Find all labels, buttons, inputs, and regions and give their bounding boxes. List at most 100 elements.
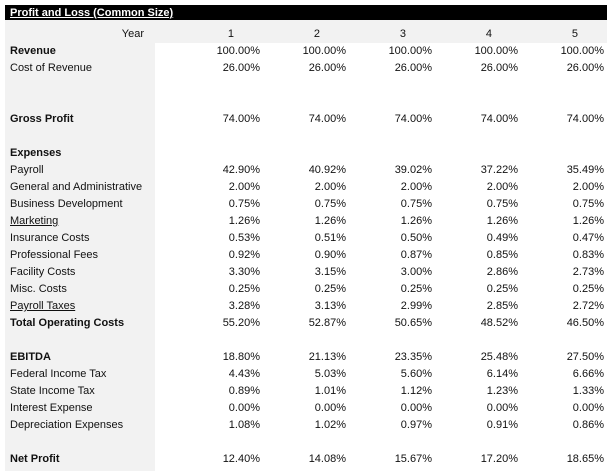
value-year-5: 35.49%	[566, 164, 604, 176]
value-year-1: 0.53%	[228, 232, 260, 244]
value-year-2: 0.51%	[314, 232, 346, 244]
value-year-5: 1.33%	[572, 385, 604, 397]
row-label-text: Business Development	[10, 198, 123, 210]
row-label-text: Federal Income Tax	[10, 368, 107, 380]
value-year-3: 2.99%	[400, 300, 432, 312]
value-year-4: 48.52%	[480, 317, 518, 329]
row-label: Expenses	[5, 145, 174, 162]
year-4: 4	[485, 28, 492, 40]
value-year-5: 0.00%	[572, 402, 604, 414]
row-professional-fees: Professional Fees 0.92% 0.90% 0.87% 0.85% 0.8…	[5, 247, 604, 264]
value-year-5: 0.47%	[572, 232, 604, 244]
value-year-1: 74.00%	[222, 113, 260, 125]
row-general-and-administrative: General and Administrative 2.00% 2.00% 2.00…	[5, 179, 604, 196]
row-label: Federal Income Tax	[5, 366, 174, 383]
value-year-4: 37.22%	[480, 164, 518, 176]
value-year-4: 2.85%	[486, 300, 518, 312]
row-label-text: Gross Profit	[10, 113, 74, 125]
row-label-text: Net Profit	[10, 453, 60, 465]
row-label-text: General and Administrative	[10, 181, 143, 193]
row-label: EBITDA	[5, 349, 174, 366]
value-year-3: 15.67%	[394, 453, 432, 465]
value-year-2: 21.13%	[308, 351, 346, 363]
row-label: Professional Fees	[5, 247, 174, 264]
value-year-3: 23.35%	[394, 351, 432, 363]
value-year-5: 1.26%	[572, 215, 604, 227]
value-year-5	[518, 145, 604, 162]
value-year-4: 2.00%	[486, 181, 518, 193]
value-year-3: 3.00%	[400, 266, 432, 278]
value-year-1: 3.28%	[228, 300, 260, 312]
row-interest-expense: Interest Expense 0.00% 0.00% 0.00% 0.00% 0.00…	[5, 400, 604, 417]
value-year-3: 0.87%	[400, 249, 432, 261]
row-label-text: Cost of Revenue	[10, 62, 92, 74]
row-label: Misc. Costs	[5, 281, 174, 298]
row-label-text: Payroll Taxes	[10, 300, 76, 312]
value-year-2: 40.92%	[308, 164, 346, 176]
row-label: State Income Tax	[5, 383, 174, 400]
row-gross-profit: Gross Profit 74.00% 74.00% 74.00% 74.00% 74.0…	[5, 111, 604, 128]
value-year-1	[174, 77, 260, 94]
value-year-1: 0.25%	[228, 283, 260, 295]
value-year-3: 0.75%	[400, 198, 432, 210]
row-cost-of-revenue: Cost of Revenue 26.00% 26.00% 26.00% 26.00% 2…	[5, 60, 604, 77]
sheet-title: Profit and Loss (Common Size)	[5, 5, 607, 20]
value-year-1: 18.80%	[222, 351, 260, 363]
value-year-2	[260, 128, 346, 145]
row-label-text: EBITDA	[10, 351, 51, 363]
value-year-3: 26.00%	[394, 62, 432, 74]
value-year-3: 0.25%	[400, 283, 432, 295]
row-facility-costs: Facility Costs 3.30% 3.15% 3.00% 2.86% 2.73%	[5, 264, 604, 281]
value-year-1: 4.43%	[228, 368, 260, 380]
value-year-2: 3.15%	[314, 266, 346, 278]
row-payroll: Payroll 42.90% 40.92% 39.02% 37.22% 35.49%	[5, 162, 604, 179]
row-label-text: Revenue	[10, 45, 56, 57]
value-year-4	[432, 128, 518, 145]
row-label	[5, 77, 174, 94]
year-header-row: Year 1 2 3 4 5	[5, 26, 604, 43]
value-year-1	[174, 332, 260, 349]
value-year-2: 100.00%	[302, 45, 346, 57]
value-year-1	[174, 94, 260, 111]
year-label: Year	[121, 28, 144, 40]
value-year-3: 50.65%	[394, 317, 432, 329]
row-label: Business Development	[5, 196, 174, 213]
row-label: Payroll Taxes	[5, 298, 174, 315]
row-label: Marketing	[5, 213, 174, 230]
value-year-3	[346, 128, 432, 145]
row-blank	[5, 77, 604, 94]
row-label: General and Administrative	[5, 179, 174, 196]
row-label-text: Insurance Costs	[10, 232, 90, 244]
profit-loss-table: Year 1 2 3 4 5 Revenue 100.00% 100.00% 100.…	[5, 26, 604, 468]
value-year-5	[518, 434, 604, 451]
value-year-4: 0.00%	[486, 402, 518, 414]
value-year-1: 55.20%	[222, 317, 260, 329]
value-year-3: 100.00%	[388, 45, 432, 57]
row-label	[5, 332, 174, 349]
value-year-5: 2.72%	[572, 300, 604, 312]
value-year-1: 2.00%	[228, 181, 260, 193]
value-year-4	[432, 434, 518, 451]
row-label-text: Marketing	[10, 215, 59, 227]
value-year-2: 26.00%	[308, 62, 346, 74]
row-blank	[5, 128, 604, 145]
value-year-2: 3.13%	[314, 300, 346, 312]
row-label-text: State Income Tax	[10, 385, 95, 397]
value-year-2	[260, 77, 346, 94]
row-net-profit: Net Profit 12.40% 14.08% 15.67% 17.20% 18.65%	[5, 451, 604, 468]
value-year-4: 17.20%	[480, 453, 518, 465]
row-label: Cost of Revenue	[5, 60, 174, 77]
row-label-text: Total Operating Costs	[10, 317, 125, 329]
value-year-5: 26.00%	[566, 62, 604, 74]
row-label-text: Interest Expense	[10, 402, 93, 414]
row-label	[5, 128, 174, 145]
value-year-5: 0.75%	[572, 198, 604, 210]
value-year-5: 100.00%	[560, 45, 604, 57]
value-year-4	[432, 77, 518, 94]
year-1: 1	[227, 28, 234, 40]
value-year-3	[346, 94, 432, 111]
value-year-1: 3.30%	[228, 266, 260, 278]
label-column-background	[5, 20, 155, 471]
value-year-3: 39.02%	[394, 164, 432, 176]
value-year-4: 1.26%	[486, 215, 518, 227]
